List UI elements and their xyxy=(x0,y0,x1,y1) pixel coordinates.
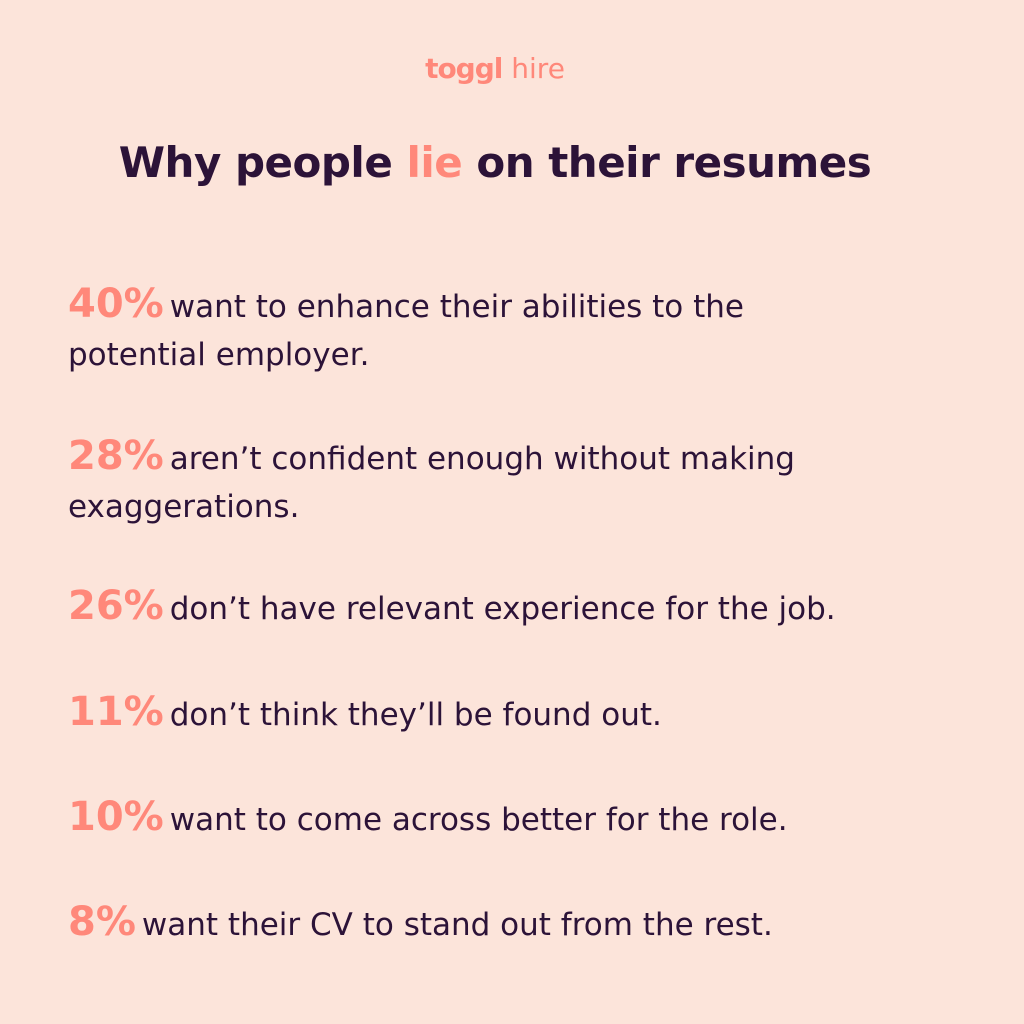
stat-text: don’t think they’ll be found out. xyxy=(169,697,662,733)
stat-item: 26% don’t have relevant experience for th… xyxy=(68,582,968,633)
stat-percent: 28% xyxy=(68,433,164,479)
stat-item: 40% want to enhance their abilities to th… xyxy=(68,280,888,379)
title-before: Why people xyxy=(118,138,407,187)
stat-percent: 10% xyxy=(68,794,164,840)
stat-text: want to come across better for the role. xyxy=(169,802,788,838)
stat-item: 8% want their CV to stand out from the re… xyxy=(68,898,968,949)
logo-product: hire xyxy=(511,52,565,85)
stat-item: 28% aren’t confident enough without makin… xyxy=(68,432,928,531)
stat-text: want their CV to stand out from the rest… xyxy=(141,907,773,943)
stat-text: aren’t confident enough without making e… xyxy=(68,441,795,525)
title-after: on their resumes xyxy=(462,138,872,187)
stat-percent: 40% xyxy=(68,281,164,327)
stat-percent: 8% xyxy=(68,899,136,945)
toggl-hire-logo: toggl hire xyxy=(0,52,990,85)
page-title: Why people lie on their resumes xyxy=(0,138,990,187)
stat-text: don’t have relevant experience for the j… xyxy=(169,591,836,627)
stat-percent: 26% xyxy=(68,583,164,629)
stat-item: 11% don’t think they’ll be found out. xyxy=(68,688,968,739)
stat-item: 10% want to come across better for the ro… xyxy=(68,793,968,844)
title-highlight: lie xyxy=(406,138,463,187)
stat-text: want to enhance their abilities to the p… xyxy=(68,289,745,373)
logo-brand: toggl xyxy=(425,52,503,85)
stat-percent: 11% xyxy=(68,689,164,735)
